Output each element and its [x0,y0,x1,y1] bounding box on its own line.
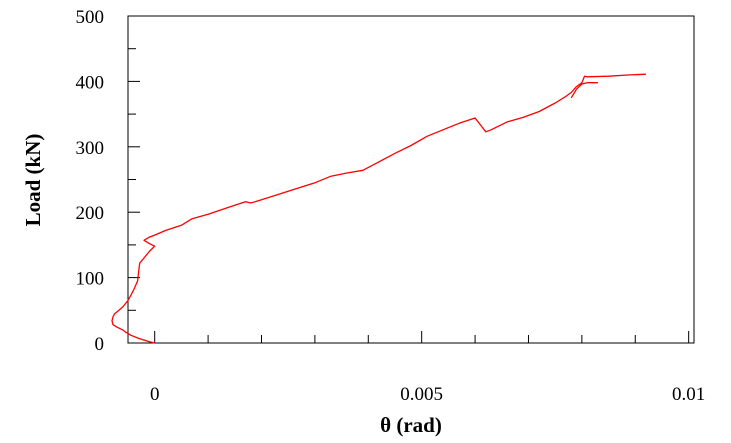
y-tick-label: 100 [76,269,105,290]
y-axis-title: Load (kN) [21,134,45,227]
x-tick-label: 0.01 [672,384,705,405]
y-tick-label: 500 [76,7,105,28]
y-tick-label: 300 [76,138,105,159]
y-axis-ticks: 0 100 200 300 400 500 [76,7,140,355]
x-axis-ticks: 0 0.005 0.01 [150,331,705,405]
series-line-1 [111,73,646,344]
x-axis-title: θ (rad) [380,413,442,437]
y-tick-label: 400 [76,72,105,93]
series-layer [111,73,646,344]
y-tick-label: 200 [76,203,105,224]
plot-frame [127,15,695,344]
series-line-2 [570,82,598,99]
x-tick-label: 0 [150,384,160,405]
y-tick-label: 0 [95,334,105,355]
x-tick-label: 0.005 [400,384,443,405]
